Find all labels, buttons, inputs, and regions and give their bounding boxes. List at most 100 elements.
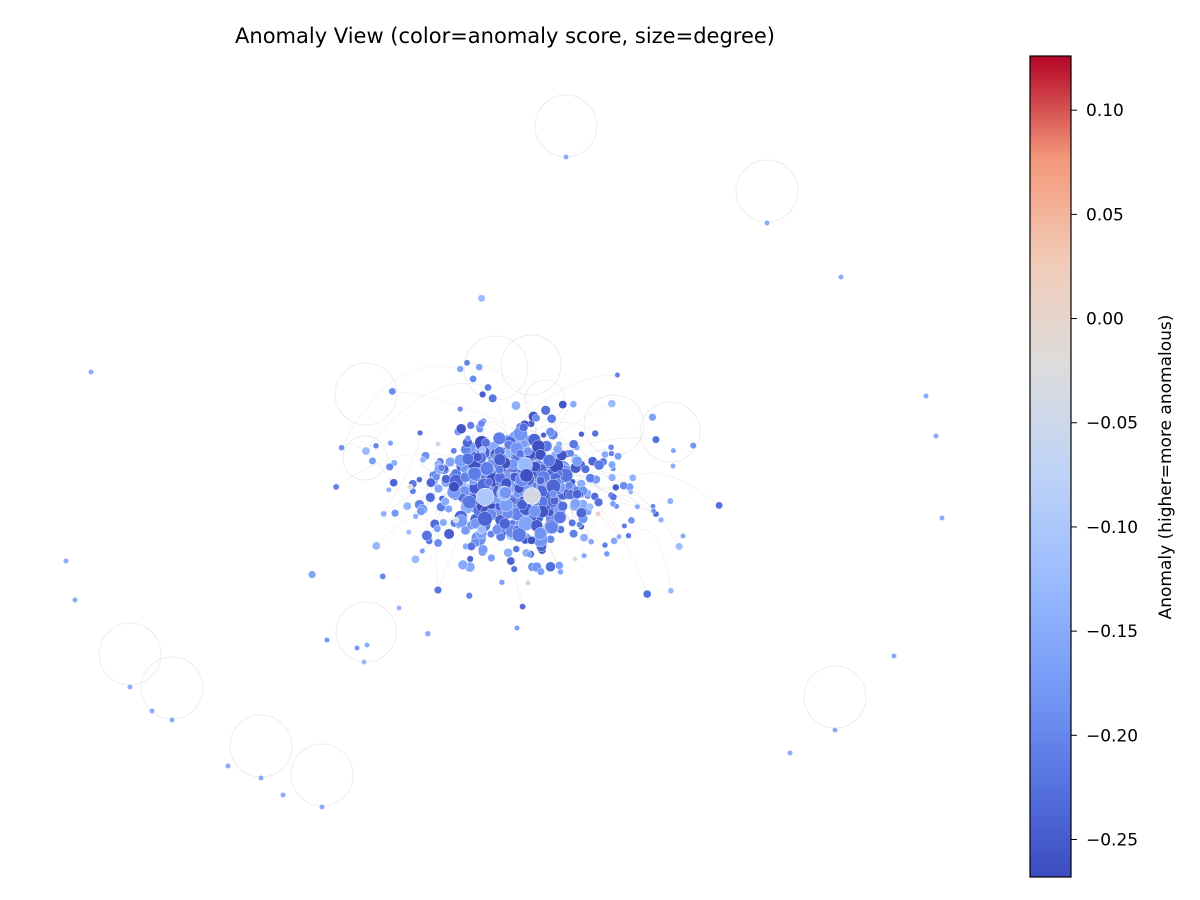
graph-node (477, 419, 486, 428)
graph-node (503, 548, 513, 558)
graph-node (308, 570, 317, 579)
graph-node (576, 507, 587, 519)
graph-node (452, 516, 460, 524)
graph-node (477, 511, 493, 527)
graph-node (499, 486, 512, 499)
graph-node (467, 466, 482, 481)
graph-node (669, 462, 677, 470)
graph-node (585, 473, 596, 483)
graph-node (425, 492, 436, 503)
graph-node (411, 555, 420, 564)
graph-node (466, 555, 474, 563)
graph-node (608, 460, 616, 469)
graph-node (519, 603, 526, 610)
graph-node (412, 513, 419, 520)
graph-node (545, 427, 556, 437)
graph-node (469, 375, 477, 383)
graph-node (689, 442, 697, 449)
graph-node (549, 490, 558, 498)
self-loop (639, 401, 701, 463)
graph-node (434, 586, 443, 595)
graph-node (525, 551, 532, 558)
graph-node (416, 506, 426, 516)
graph-node (450, 447, 458, 455)
graph-node (405, 529, 412, 536)
graph-node (323, 636, 331, 644)
graph-node (569, 400, 578, 408)
graph-node (610, 537, 618, 545)
graph-node (417, 429, 424, 436)
graph-node (494, 465, 504, 474)
graph-node (475, 487, 494, 506)
graph-node (938, 514, 946, 522)
graph-node (224, 762, 232, 770)
graph-node (353, 644, 361, 652)
graph-node (487, 553, 496, 562)
graph-node (440, 497, 450, 506)
graph-node (463, 359, 471, 367)
graph-node (547, 414, 557, 424)
graph-node (479, 390, 487, 398)
graph-node (601, 541, 609, 549)
graph-node (532, 413, 541, 423)
graph-node (569, 439, 579, 449)
graph-node (434, 484, 444, 494)
graph-node (371, 541, 381, 551)
graph-node (650, 508, 657, 514)
graph-node (557, 501, 568, 512)
graph-node (424, 630, 431, 637)
graph-node (332, 483, 340, 491)
graph-node (457, 406, 464, 413)
graph-node (433, 524, 442, 533)
graph-node (586, 502, 594, 511)
graph-node (629, 473, 637, 482)
graph-node (932, 432, 940, 440)
graph-node (763, 219, 771, 227)
graph-node (614, 372, 621, 378)
graph-node (562, 153, 570, 161)
graph-node (652, 435, 660, 444)
colorbar-tick-label: −0.20 (1086, 726, 1138, 746)
colorbar-ticks: 0.10 0.05 0.00 −0.05 −0.10 −0.15 −0.20 −0.25 (1071, 101, 1138, 850)
graph-node (537, 567, 545, 576)
graph-node (581, 464, 590, 474)
graph-node (670, 447, 677, 454)
graph-node (564, 481, 574, 490)
graph-node (534, 527, 547, 540)
graph-node (493, 453, 506, 466)
graph-node (616, 533, 622, 540)
graph-node (491, 524, 503, 535)
graph-node (607, 399, 616, 408)
graph-node (513, 624, 521, 632)
graph-node (477, 544, 489, 555)
graph-node (437, 463, 446, 472)
plot-area (62, 94, 946, 811)
graph-node (380, 510, 388, 518)
colorbar-tick-label: 0.05 (1086, 205, 1124, 225)
graph-node (466, 542, 476, 551)
graph-node (318, 803, 326, 811)
graph-edge (632, 472, 720, 506)
graph-edge (365, 383, 489, 452)
graph-node (568, 519, 577, 527)
graph-node (391, 509, 400, 518)
graph-node (441, 474, 451, 484)
graph-node (658, 516, 665, 523)
graph-node (581, 552, 588, 559)
graph-node (593, 459, 605, 471)
graph-node (372, 442, 380, 449)
graph-node (443, 528, 455, 540)
self-loop (290, 743, 354, 807)
graph-node (572, 489, 583, 499)
self-loop (534, 94, 598, 158)
self-loop (335, 601, 397, 663)
graph-node (527, 536, 536, 545)
graph-node (542, 454, 556, 467)
graph-node (603, 550, 610, 557)
graph-node (569, 529, 578, 539)
graph-node (516, 499, 528, 511)
graph-node (484, 383, 492, 392)
graph-node (444, 505, 453, 514)
graph-node (481, 438, 491, 448)
